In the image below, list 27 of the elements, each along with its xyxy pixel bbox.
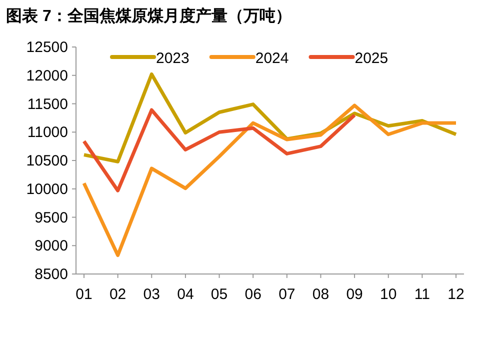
legend-label: 2024 [255, 50, 289, 67]
y-tick-label: 12000 [26, 67, 68, 84]
chart-title: 图表 7：全国焦煤原煤月度产量（万吨） [6, 6, 292, 25]
legend-label: 2023 [156, 50, 190, 67]
x-tick-label: 05 [210, 286, 228, 303]
line-series [82, 104, 458, 258]
y-tick-label: 12500 [26, 39, 68, 56]
x-tick-label: 10 [380, 286, 397, 303]
y-tick-label: 9000 [34, 238, 68, 255]
x-tick-label: 06 [244, 286, 262, 303]
y-tick-label: 9500 [34, 209, 68, 226]
x-tick-label: 12 [448, 286, 464, 303]
x-tick-label: 11 [414, 286, 430, 303]
y-tick-label: 11500 [27, 96, 68, 113]
x-tick-label: 01 [76, 286, 92, 303]
x-tick-label: 08 [312, 286, 330, 303]
x-tick-label: 09 [346, 286, 363, 303]
x-tick-label: 02 [109, 286, 126, 303]
line-series [82, 108, 356, 192]
x-tick-label: 03 [143, 286, 160, 303]
x-tick-label: 07 [278, 286, 296, 303]
x-tick-label: 04 [177, 286, 194, 303]
legend-label: 2025 [354, 50, 388, 67]
y-tick-label: 8500 [34, 266, 68, 283]
y-tick-label: 10000 [26, 180, 68, 198]
y-tick-label: 10500 [26, 152, 68, 170]
y-tick-label: 11000 [27, 124, 68, 142]
